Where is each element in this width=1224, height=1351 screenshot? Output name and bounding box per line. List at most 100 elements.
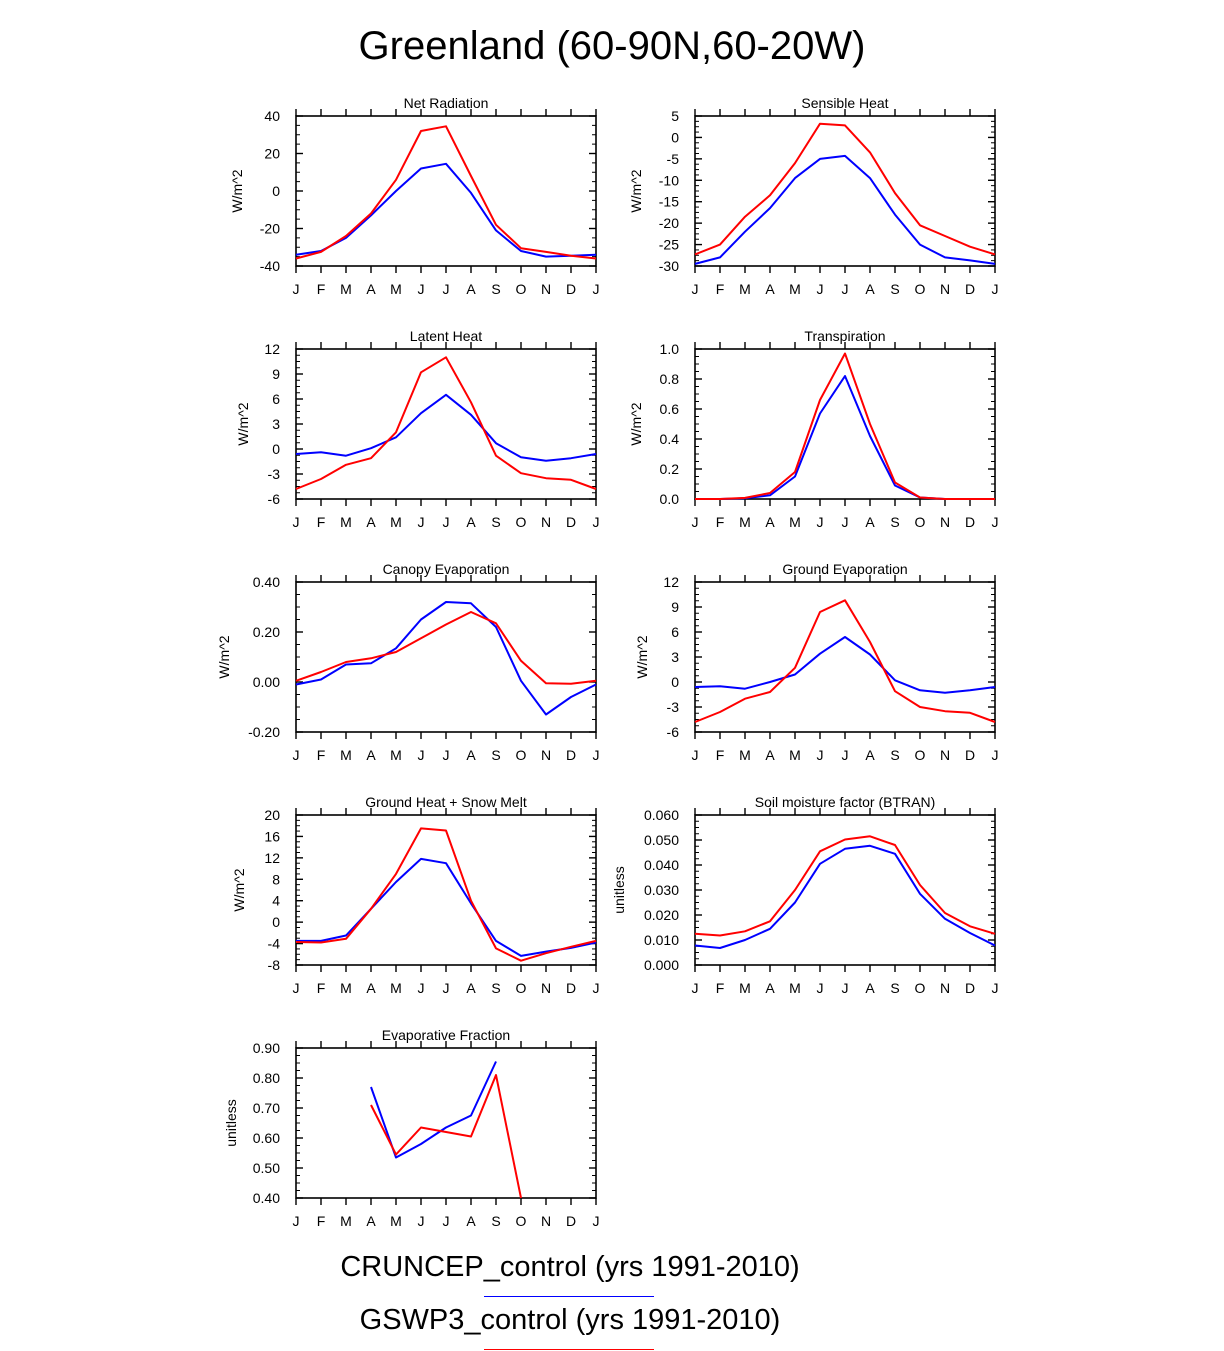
y-tick-label: 4 [272, 893, 280, 909]
y-tick-label: -3 [268, 466, 281, 482]
x-tick-label: J [418, 281, 425, 297]
x-tick-label: J [443, 1213, 450, 1229]
x-tick-label: D [965, 747, 975, 763]
y-tick-label: 0.6 [660, 401, 680, 417]
x-tick-label: J [593, 980, 600, 996]
x-tick-label: A [466, 281, 476, 297]
plot-frame [295, 348, 597, 500]
plot-frame [694, 581, 996, 733]
x-tick-label: M [739, 281, 751, 297]
series-line-gswp3-control [695, 352, 995, 500]
series-line-cruncep-control [295, 162, 597, 258]
y-tick-label: -15 [659, 194, 679, 210]
x-tick-label: F [317, 1213, 326, 1229]
y-tick-label: 9 [272, 366, 280, 382]
y-axis-label: W/m^2 [628, 402, 644, 445]
y-tick-label: -3 [667, 699, 680, 715]
y-tick-label: -8 [268, 957, 281, 973]
x-tick-label: O [915, 980, 926, 996]
x-tick-label: M [789, 747, 801, 763]
x-tick-label: M [340, 980, 352, 996]
y-tick-label: -30 [659, 258, 679, 274]
series-line-gswp3-control [295, 611, 597, 685]
y-tick-label: 0.000 [644, 957, 679, 973]
y-tick-label: 0.060 [644, 807, 679, 823]
x-tick-label: F [317, 281, 326, 297]
y-tick-label: 16 [264, 828, 280, 844]
y-tick-label: 12 [663, 574, 679, 590]
y-axis-label: W/m^2 [216, 635, 232, 678]
x-tick-label: A [366, 281, 376, 297]
x-tick-label: S [491, 980, 500, 996]
x-tick-label: N [541, 281, 551, 297]
x-tick-label: J [293, 1213, 300, 1229]
x-tick-label: J [692, 747, 699, 763]
y-tick-label: 0.8 [660, 371, 680, 387]
chart-soil-moisture-factor-btran: Soil moisture factor (BTRAN) unitless 0.06… [611, 794, 999, 996]
x-tick-label: M [739, 747, 751, 763]
legend-label-cruncep: CRUNCEP_control (yrs 1991-2010) [340, 1251, 800, 1283]
y-tick-label: 0.2 [660, 461, 680, 477]
x-tick-label: A [466, 980, 476, 996]
y-tick-label: -25 [659, 237, 679, 253]
series-line-gswp3-control [370, 1074, 522, 1199]
x-tick-label: N [541, 747, 551, 763]
x-tick-label: F [317, 980, 326, 996]
x-tick-label: A [865, 747, 875, 763]
y-tick-label: 12 [264, 341, 280, 357]
chart-title: Ground Evaporation [782, 561, 907, 577]
chart-title: Transpiration [804, 328, 885, 344]
x-tick-label: M [390, 514, 402, 530]
x-tick-label: J [842, 980, 849, 996]
x-tick-label: N [940, 281, 950, 297]
x-tick-label: F [716, 514, 725, 530]
x-tick-label: D [566, 747, 576, 763]
chart-title: Ground Heat + Snow Melt [365, 794, 527, 810]
x-tick-label: J [992, 281, 999, 297]
x-tick-label: J [418, 747, 425, 763]
x-tick-label: N [940, 514, 950, 530]
y-tick-label: 0.70 [253, 1100, 280, 1116]
y-tick-label: 6 [272, 391, 280, 407]
x-tick-label: M [739, 514, 751, 530]
x-tick-label: J [817, 747, 824, 763]
plot-frame [295, 814, 597, 966]
y-tick-label: 0.80 [253, 1070, 280, 1086]
y-tick-label: 3 [272, 416, 280, 432]
x-tick-label: D [566, 980, 576, 996]
series-line-cruncep-control [295, 601, 597, 716]
x-tick-label: S [491, 1213, 500, 1229]
x-tick-label: A [466, 514, 476, 530]
x-tick-label: J [443, 281, 450, 297]
y-axis-label: unitless [611, 866, 627, 913]
x-tick-label: S [491, 514, 500, 530]
x-tick-label: J [992, 514, 999, 530]
series-line-gswp3-control [694, 835, 996, 937]
x-tick-label: D [965, 514, 975, 530]
x-tick-label: F [716, 980, 725, 996]
y-axis-label: W/m^2 [628, 169, 644, 212]
y-tick-label: 0.60 [253, 1130, 280, 1146]
y-tick-label: 0.40 [253, 1190, 280, 1206]
series-line-gswp3-control [295, 827, 597, 962]
y-tick-label: 0.040 [644, 857, 679, 873]
y-axis-label: W/m^2 [235, 402, 251, 445]
y-tick-label: 0.90 [253, 1040, 280, 1056]
x-tick-label: J [842, 514, 849, 530]
x-tick-label: A [865, 281, 875, 297]
y-tick-label: 0 [272, 914, 280, 930]
x-tick-label: J [443, 514, 450, 530]
legend-line-gswp3 [484, 1349, 654, 1350]
plot-frame [694, 115, 996, 267]
x-tick-label: D [965, 980, 975, 996]
y-tick-label: -10 [659, 172, 679, 188]
y-tick-label: 5 [671, 108, 679, 124]
x-tick-label: O [915, 514, 926, 530]
x-tick-label: J [593, 747, 600, 763]
y-tick-label: -20 [260, 221, 280, 237]
y-tick-label: 20 [264, 146, 280, 162]
